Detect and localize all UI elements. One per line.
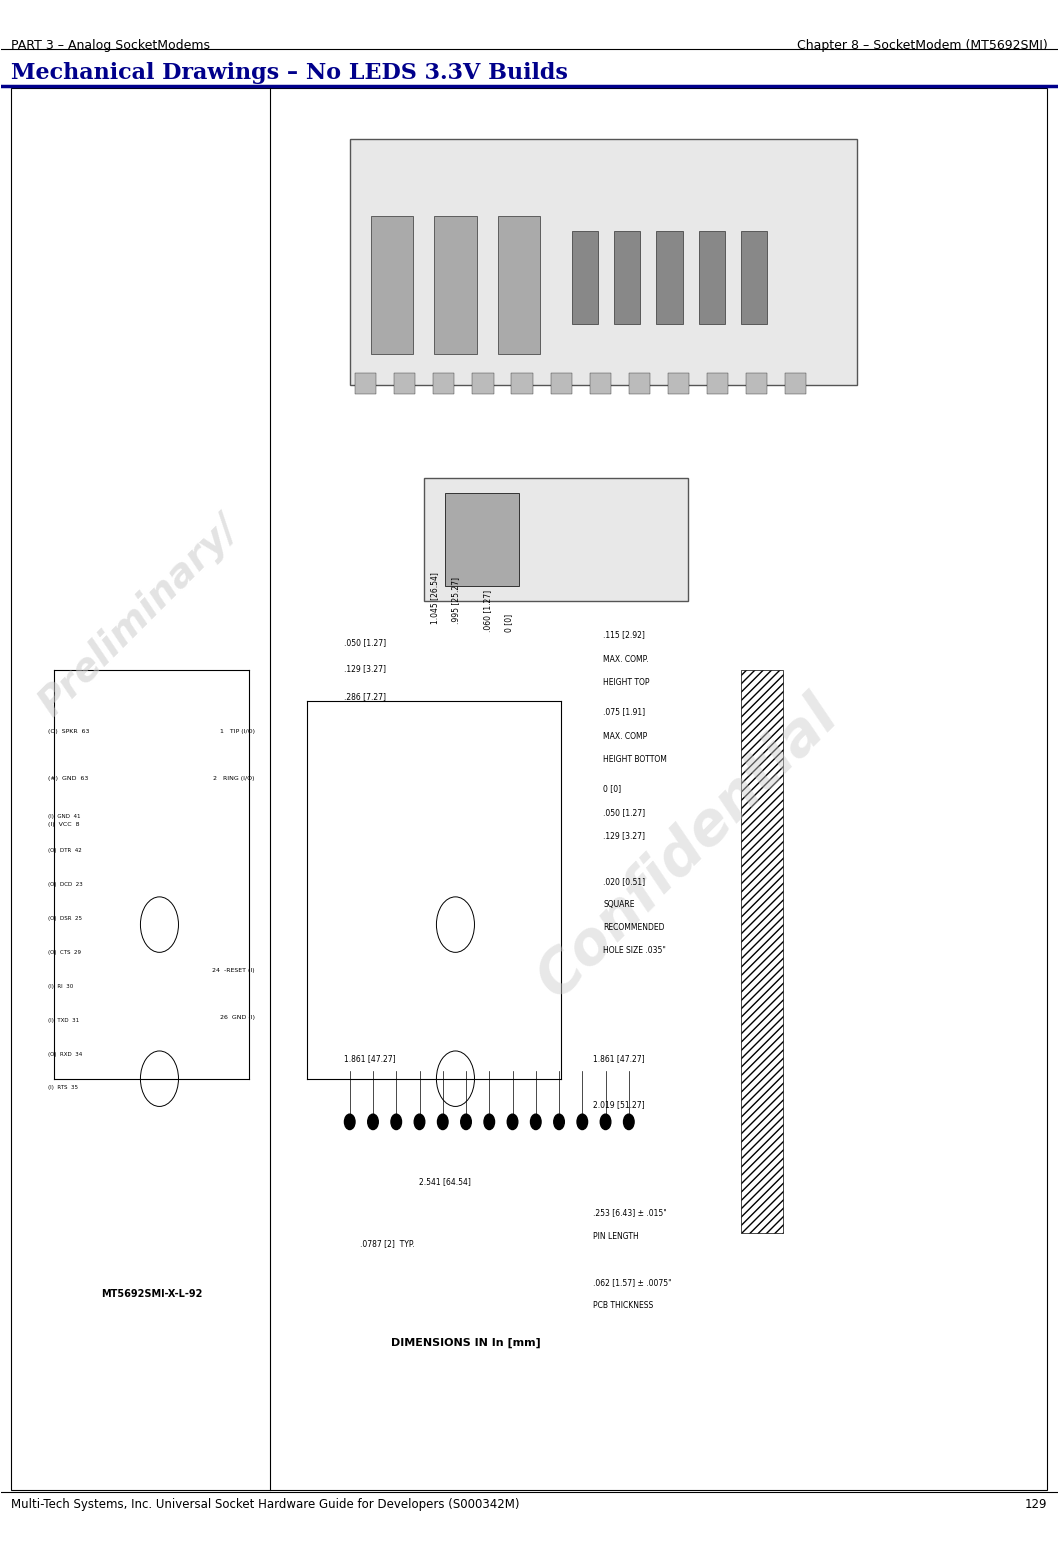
Text: .020 [0.51]: .020 [0.51] xyxy=(603,877,645,886)
Text: 129: 129 xyxy=(1025,1498,1047,1510)
Text: (I)  RTS  35: (I) RTS 35 xyxy=(49,1085,78,1091)
Text: (#)  GND  63: (#) GND 63 xyxy=(49,775,89,781)
Text: Chapter 8 – SocketModem (MT5692SMI): Chapter 8 – SocketModem (MT5692SMI) xyxy=(797,39,1047,51)
Text: DIMENSIONS IN In [mm]: DIMENSIONS IN In [mm] xyxy=(391,1338,541,1348)
Text: (O)  SPKR  63: (O) SPKR 63 xyxy=(49,729,90,735)
Text: 2.541 [64.54]: 2.541 [64.54] xyxy=(419,1177,471,1187)
Circle shape xyxy=(530,1114,541,1130)
Circle shape xyxy=(577,1114,587,1130)
Text: (O)  RXD  34: (O) RXD 34 xyxy=(49,1051,83,1057)
Text: .050 [1.27]: .050 [1.27] xyxy=(345,638,386,647)
Bar xyxy=(433,373,454,394)
Text: (I)  VCC  8: (I) VCC 8 xyxy=(49,821,80,828)
Text: (I)  RI  30: (I) RI 30 xyxy=(49,983,74,989)
Bar xyxy=(571,231,598,324)
Bar xyxy=(614,231,640,324)
Circle shape xyxy=(391,1114,402,1130)
Bar xyxy=(434,216,476,354)
Text: 2   RING (I/O): 2 RING (I/O) xyxy=(213,775,255,781)
Text: PART 3 – Analog SocketModems: PART 3 – Analog SocketModems xyxy=(12,39,211,51)
Text: HEIGHT BOTTOM: HEIGHT BOTTOM xyxy=(603,755,668,764)
Text: PCB THICKNESS: PCB THICKNESS xyxy=(592,1301,653,1310)
Text: 1.045 [26.54]: 1.045 [26.54] xyxy=(430,572,439,624)
Text: RECOMMENDED: RECOMMENDED xyxy=(603,923,664,932)
Bar xyxy=(741,670,783,1233)
Text: 0 [0]: 0 [0] xyxy=(504,613,513,632)
Text: MT5692SMI-X-L-92: MT5692SMI-X-L-92 xyxy=(101,1290,202,1299)
Text: (O)  DCD  23: (O) DCD 23 xyxy=(49,881,84,888)
Bar xyxy=(628,373,650,394)
Bar xyxy=(785,373,806,394)
Bar xyxy=(444,493,518,586)
Text: 24  -RESET (I): 24 -RESET (I) xyxy=(212,968,255,974)
Text: 26  GND (I): 26 GND (I) xyxy=(220,1014,255,1020)
Bar xyxy=(355,373,377,394)
Text: HOLE SIZE .035": HOLE SIZE .035" xyxy=(603,946,667,955)
Bar xyxy=(741,231,767,324)
Text: .286 [7.27]: .286 [7.27] xyxy=(345,692,386,701)
Circle shape xyxy=(600,1114,610,1130)
Text: SQUARE: SQUARE xyxy=(603,900,635,909)
Text: .060 [1.27]: .060 [1.27] xyxy=(482,590,492,632)
Text: HEIGHT TOP: HEIGHT TOP xyxy=(603,678,650,687)
Text: Preliminary/: Preliminary/ xyxy=(31,509,245,724)
Text: 1   TIP (I/O): 1 TIP (I/O) xyxy=(220,729,255,735)
Circle shape xyxy=(507,1114,517,1130)
Text: .075 [1.91]: .075 [1.91] xyxy=(603,707,645,717)
Bar xyxy=(472,373,493,394)
Text: .0787 [2]  TYP.: .0787 [2] TYP. xyxy=(361,1239,415,1248)
Text: MAX. COMP: MAX. COMP xyxy=(603,732,647,741)
Text: 1.861 [47.27]: 1.861 [47.27] xyxy=(592,1054,644,1063)
Text: .129 [3.27]: .129 [3.27] xyxy=(345,664,386,673)
Circle shape xyxy=(460,1114,471,1130)
Bar xyxy=(497,216,540,354)
Text: (I)  GND  41: (I) GND 41 xyxy=(49,814,81,820)
Circle shape xyxy=(623,1114,634,1130)
Bar xyxy=(424,478,688,601)
Circle shape xyxy=(437,1114,448,1130)
Circle shape xyxy=(553,1114,564,1130)
Bar xyxy=(668,373,689,394)
Text: MAX. COMP.: MAX. COMP. xyxy=(603,655,649,664)
Bar xyxy=(371,216,414,354)
Text: 2.019 [51.27]: 2.019 [51.27] xyxy=(592,1100,644,1110)
Text: PIN LENGTH: PIN LENGTH xyxy=(592,1231,639,1241)
Text: .050 [1.27]: .050 [1.27] xyxy=(603,807,645,817)
Text: .062 [1.57] ± .0075": .062 [1.57] ± .0075" xyxy=(592,1277,672,1287)
Bar xyxy=(698,231,725,324)
Bar xyxy=(746,373,767,394)
Text: (I)  TXD  31: (I) TXD 31 xyxy=(49,1017,79,1023)
Bar xyxy=(350,139,857,385)
Text: Mechanical Drawings – No LEDS 3.3V Builds: Mechanical Drawings – No LEDS 3.3V Build… xyxy=(12,62,568,83)
Circle shape xyxy=(368,1114,379,1130)
Text: .115 [2.92]: .115 [2.92] xyxy=(603,630,645,640)
Circle shape xyxy=(345,1114,355,1130)
Text: (O)  DSR  25: (O) DSR 25 xyxy=(49,915,83,922)
Text: 1.861 [47.27]: 1.861 [47.27] xyxy=(345,1054,396,1063)
Text: .129 [3.27]: .129 [3.27] xyxy=(603,831,645,840)
Bar xyxy=(656,231,682,324)
Text: 0 [0]: 0 [0] xyxy=(603,784,621,794)
Bar xyxy=(511,373,532,394)
Bar xyxy=(395,373,416,394)
Text: (O)  DTR  42: (O) DTR 42 xyxy=(49,848,83,854)
Text: Multi-Tech Systems, Inc. Universal Socket Hardware Guide for Developers (S000342: Multi-Tech Systems, Inc. Universal Socke… xyxy=(12,1498,519,1510)
Text: Confidential: Confidential xyxy=(527,686,850,1009)
Text: .253 [6.43] ± .015": .253 [6.43] ± .015" xyxy=(592,1208,667,1217)
Circle shape xyxy=(484,1114,494,1130)
Bar xyxy=(707,373,728,394)
Circle shape xyxy=(415,1114,425,1130)
Text: .995 [25.27]: .995 [25.27] xyxy=(451,578,460,624)
Text: (O)  CTS  29: (O) CTS 29 xyxy=(49,949,81,955)
Bar xyxy=(550,373,571,394)
Bar xyxy=(589,373,610,394)
